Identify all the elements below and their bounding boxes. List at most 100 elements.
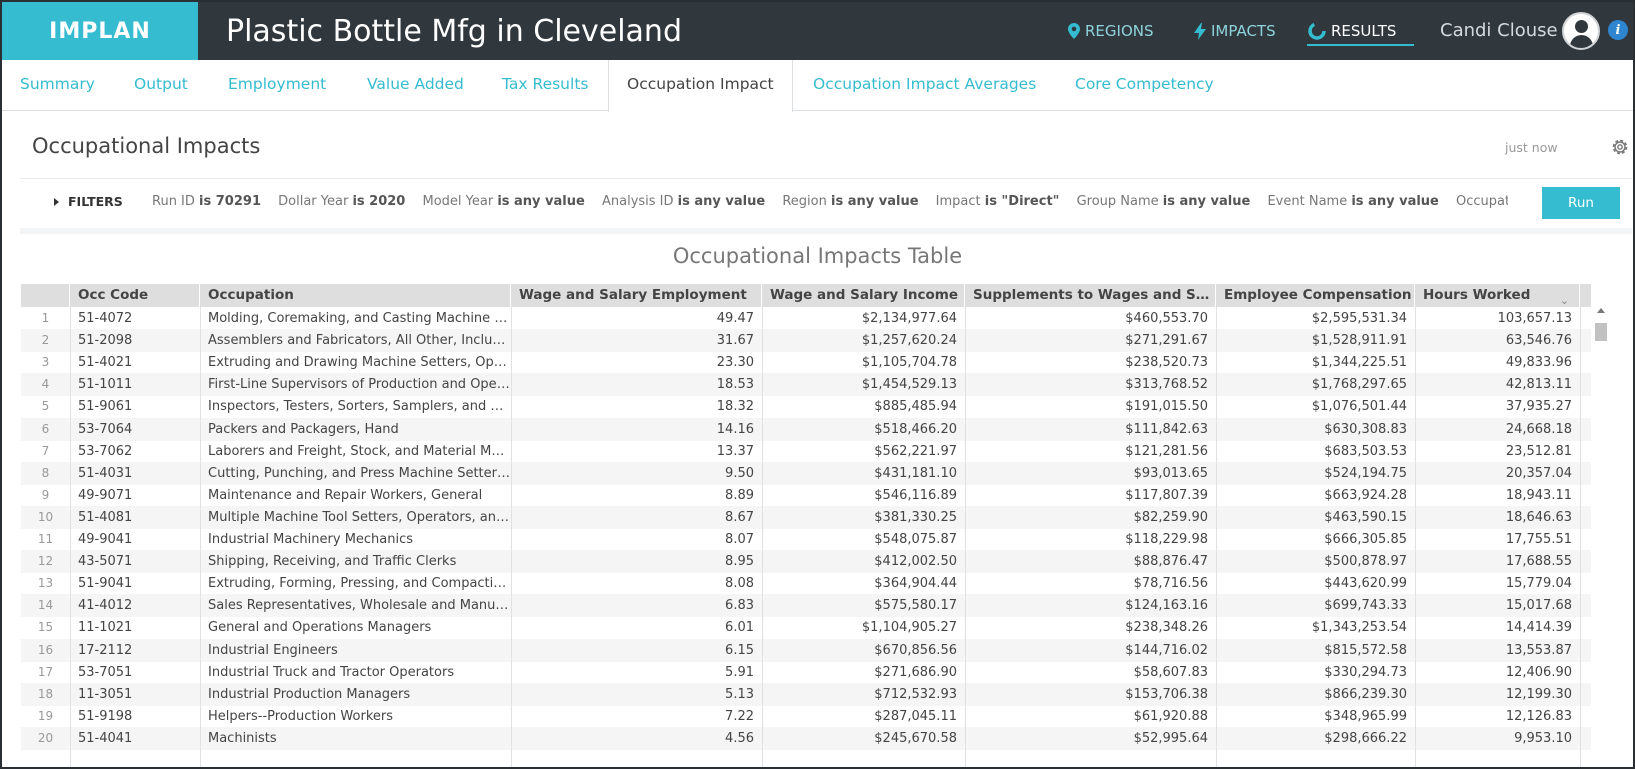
tab-occupation-impact[interactable]: Occupation Impact [608,60,793,112]
filters-bar: FILTERS Run ID is 70291 Dollar Year is 2… [20,178,1632,228]
table-row[interactable]: 8 51-4031 Cutting, Punching, and Press Mac… [21,461,1591,485]
occupation-cell: Machinists [208,730,277,746]
tab-summary[interactable]: Summary [20,75,95,93]
occupation-cell: Assemblers and Fabricators, All Other, I… [208,333,511,349]
table-row[interactable]: 1 51-4072 Molding, Coremaking, and Casting… [21,307,1591,330]
occ-code-cell: 51-4081 [78,509,133,525]
table-row[interactable]: 10 51-4081 Multiple Machine Tool Setters, … [21,505,1591,529]
tab-tax-results[interactable]: Tax Results [502,75,589,93]
table-row[interactable]: 17 53-7051 Industrial Truck and Tractor Op… [21,661,1591,684]
table-row[interactable]: 20 51-4041 Machinists 4.56 $245,670.58 $52,99… [21,726,1591,750]
header-wage-salary-income[interactable]: Wage and Salary Income [762,284,965,307]
hours-worked-cell: 12,406.90 [1505,664,1572,680]
implan-logo[interactable]: IMPLAN [2,2,198,60]
section-title: Occupational Impacts [32,134,261,158]
run-button[interactable]: Run [1542,187,1620,219]
filter-dollar-year[interactable]: Dollar Year is 2020 [278,194,406,209]
filter-impact[interactable]: Impact is "Direct" [935,194,1060,209]
table-row[interactable]: 7 53-7062 Laborers and Freight, Stock, and… [21,440,1591,463]
filter-analysis-id[interactable]: Analysis ID is any value [601,194,766,209]
table-row[interactable]: 3 51-4021 Extruding and Drawing Machine Se… [21,351,1591,374]
employment-cell: 5.91 [725,664,754,680]
filter-event-name[interactable]: Event Name is any value [1267,194,1439,209]
occupation-cell: First-Line Supervisors of Production and… [208,377,511,393]
column-divider [511,307,512,767]
header-occupation[interactable]: Occupation [200,284,511,307]
header-supplements[interactable]: Supplements to Wages and Salaries [965,284,1216,307]
compensation-cell: $866,239.30 [1324,686,1407,702]
row-index: 9 [41,487,50,502]
employment-cell: 6.15 [725,642,754,658]
gear-icon[interactable] [1610,137,1630,157]
tab-occupation-impact-averages[interactable]: Occupation Impact Averages [813,75,1037,93]
info-icon[interactable]: i [1608,20,1628,40]
nav-impacts[interactable]: IMPACTS [1194,2,1276,60]
filter-group-name[interactable]: Group Name is any value [1076,194,1251,209]
header-hours-worked[interactable]: Hours Worked ⌄ [1415,284,1580,307]
nav-regions[interactable]: REGIONS [1068,2,1154,60]
scrollbar-thumb[interactable] [1595,323,1607,341]
table-row[interactable]: 6 53-7064 Packers and Packagers, Hand 14.16… [21,417,1591,441]
row-index: 11 [37,532,54,546]
occupation-cell: Industrial Truck and Tractor Operators [208,664,455,680]
user-avatar-icon[interactable] [1562,12,1600,50]
occ-code-cell: 51-4072 [78,311,133,326]
filter-run-id[interactable]: Run ID is 70291 [152,194,261,209]
nav-results-label: RESULTS [1331,22,1397,40]
table-row[interactable]: 15 11-1021 General and Operations Managers… [21,616,1591,639]
table-title: Occupational Impacts Table [672,244,963,268]
income-cell: $518,466.20 [874,421,957,437]
compensation-cell: $1,343,253.54 [1311,620,1407,636]
hours-worked-cell: 12,199.30 [1505,686,1572,702]
filter-region[interactable]: Region is any value [782,194,919,209]
tab-core-competency[interactable]: Core Competency [1075,75,1214,93]
table-row[interactable]: 5 51-9061 Inspectors, Testers, Sorters, Sa… [21,395,1591,418]
table-row[interactable]: 18 11-3051 Industrial Production Managers 5… [21,682,1591,706]
table-row[interactable]: 4 51-1011 First-Line Supervisors of Produc… [21,373,1591,397]
scroll-up-arrow-icon[interactable] [1597,308,1605,313]
table-row[interactable]: 2 51-2098 Assemblers and Fabricators, All … [21,329,1591,353]
compensation-cell: $1,076,501.44 [1311,399,1407,415]
row-index: 10 [37,509,54,524]
header-wage-salary-employment[interactable]: Wage and Salary Employment [511,284,762,307]
supplements-cell: $313,768.52 [1125,377,1208,393]
hours-worked-cell: 17,755.51 [1505,532,1572,547]
occupation-cell: Extruding and Drawing Machine Setters, O… [208,355,511,371]
hours-worked-cell: 23,512.81 [1505,443,1572,459]
employment-cell: 13.37 [716,443,754,459]
compensation-cell: $663,924.28 [1324,487,1407,503]
row-index: 2 [41,333,50,348]
filter-occupation-aggregation[interactable]: Occupation Aggregation Leve [1456,194,1508,209]
occupation-cell: Packers and Packagers, Hand [208,421,399,437]
header-employee-compensation[interactable]: Employee Compensation [1216,284,1415,307]
header-occ-code[interactable]: Occ Code [70,284,200,307]
table-row[interactable]: 16 17-2112 Industrial Engineers 6.15 $670,85… [21,638,1591,662]
table-row[interactable]: 12 43-5071 Shipping, Receiving, and Traffi… [21,550,1591,574]
tab-value-added[interactable]: Value Added [367,75,464,93]
table-row[interactable]: 11 49-9041 Industrial Machinery Mechanics 8… [21,528,1591,551]
table-row[interactable]: 9 49-9071 Maintenance and Repair Workers, … [21,484,1591,507]
supplements-cell: $238,348.26 [1125,620,1208,636]
lightning-icon [1194,22,1206,40]
employment-cell: 9.50 [725,465,754,481]
table-scrollbar[interactable] [1594,307,1608,765]
nav-results[interactable]: RESULTS [1308,2,1396,60]
hours-worked-cell: 42,813.11 [1505,377,1572,393]
table-row[interactable]: 13 51-9041 Extruding, Forming, Pressing, a… [21,572,1591,595]
tab-employment[interactable]: Employment [228,75,327,93]
employment-cell: 5.13 [725,686,754,702]
table-row[interactable]: 19 51-9198 Helpers--Production Workers 7.22… [21,705,1591,728]
filters-toggle[interactable]: FILTERS [54,194,123,209]
filter-model-year[interactable]: Model Year is any value [422,194,585,209]
supplements-cell: $144,716.02 [1125,642,1208,658]
compensation-cell: $1,768,297.65 [1311,377,1407,393]
table-row[interactable]: 14 41-4012 Sales Representatives, Wholesal… [21,594,1591,618]
occ-code-cell: 53-7051 [78,664,133,680]
sort-descending-icon[interactable]: ⌄ [1559,294,1569,307]
hours-worked-cell: 20,357.04 [1505,465,1572,481]
map-pin-icon [1068,23,1080,39]
hours-worked-cell: 103,657.13 [1497,311,1572,326]
tab-output[interactable]: Output [134,75,188,93]
occupation-cell: Cutting, Punching, and Press Machine Set… [208,465,511,481]
user-name[interactable]: Candi Clouse [1440,20,1558,41]
